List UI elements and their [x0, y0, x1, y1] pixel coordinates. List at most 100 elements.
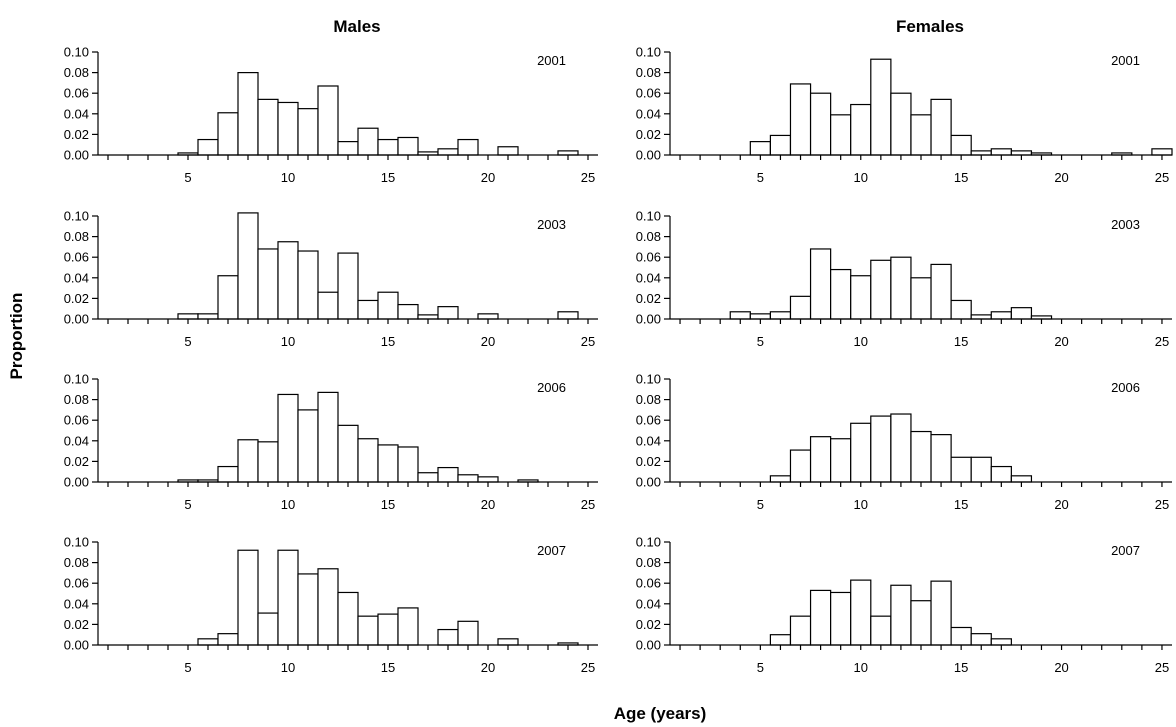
bar-females-2007-age-11	[870, 615, 892, 646]
y-tick-label-females-2003-0: 0.00	[636, 312, 661, 327]
bar-males-2003-age-10	[277, 241, 299, 320]
y-tick-label-females-2001-5: 0.10	[636, 45, 661, 60]
y-tick-label-males-2003-1: 0.02	[64, 291, 89, 306]
bar-males-2007-age-19	[457, 620, 479, 646]
x-tick-label-females-2001-20: 20	[1054, 170, 1068, 185]
chart-panel-females-2007: 0.00 0.02 0.04 0.06 0.08 0.10 5 10 15 20 25 2007	[636, 535, 1172, 675]
bar-females-2003-age-18	[1010, 307, 1033, 320]
bar-males-2006-age-13	[337, 424, 359, 483]
bar-females-2007-age-15	[950, 626, 972, 646]
bar-females-2001-age-11	[870, 58, 892, 156]
year-label-females-2006: 2006	[1111, 380, 1140, 395]
bar-females-2001-age-15	[950, 134, 972, 156]
x-tick-label-females-2007-10: 10	[854, 660, 868, 675]
bar-males-2007-age-9	[257, 612, 279, 646]
bar-females-2003-age-16	[970, 314, 992, 320]
year-label-males-2001: 2001	[537, 53, 566, 68]
y-tick-label-females-2003-5: 0.10	[636, 209, 661, 224]
bar-males-2003-age-6	[197, 313, 219, 320]
x-tick-label-males-2007-5: 5	[184, 660, 191, 675]
year-label-females-2007: 2007	[1111, 543, 1140, 558]
y-axis-label: Proportion	[7, 293, 26, 380]
column-title-males: Males	[333, 17, 380, 36]
bar-females-2007-age-13	[910, 600, 932, 646]
x-tick-label-males-2006-5: 5	[184, 497, 191, 512]
bar-males-2006-age-11	[297, 409, 319, 483]
bar-males-2001-age-21	[497, 146, 519, 156]
bar-males-2001-age-6	[197, 138, 219, 156]
y-tick-label-females-2003-3: 0.06	[636, 250, 661, 265]
bar-females-2003-age-11	[870, 259, 892, 320]
bar-females-2003-age-8	[809, 248, 832, 320]
x-tick-label-females-2001-5: 5	[757, 170, 764, 185]
bar-males-2001-age-12	[317, 85, 339, 156]
y-tick-label-females-2007-3: 0.06	[636, 576, 661, 591]
x-tick-label-males-2007-20: 20	[481, 660, 495, 675]
bar-males-2001-age-11	[297, 108, 319, 156]
bar-females-2001-age-5	[749, 141, 772, 156]
bar-males-2003-age-18	[437, 306, 459, 320]
bar-males-2003-age-24	[557, 311, 579, 320]
x-tick-label-males-2006-20: 20	[481, 497, 495, 512]
x-tick-label-females-2003-10: 10	[854, 334, 868, 349]
y-tick-label-males-2006-2: 0.04	[64, 433, 89, 448]
y-tick-label-females-2001-0: 0.00	[636, 148, 661, 163]
bar-females-2007-age-9	[830, 591, 852, 646]
chart-panel-males-2006: 0.00 0.02 0.04 0.06 0.08 0.10 5 10 15 20 25 2006	[64, 372, 598, 512]
chart-panel-males-2007: 0.00 0.02 0.04 0.06 0.08 0.10 5 10 15 20 25 2007	[64, 535, 598, 675]
x-tick-label-males-2006-10: 10	[281, 497, 295, 512]
bar-females-2006-age-17	[990, 465, 1012, 483]
bar-females-2003-age-6	[769, 311, 792, 320]
x-tick-label-females-2003-15: 15	[954, 334, 968, 349]
year-label-females-2001: 2001	[1111, 53, 1140, 68]
bar-females-2001-age-9	[830, 114, 852, 156]
y-tick-label-males-2001-1: 0.02	[64, 127, 89, 142]
bar-females-2006-age-9	[830, 438, 852, 483]
x-tick-label-males-2007-10: 10	[281, 660, 295, 675]
y-tick-label-males-2007-1: 0.02	[64, 617, 89, 632]
bar-females-2007-age-14	[930, 580, 952, 646]
column-title-females: Females	[896, 17, 964, 36]
bar-males-2001-age-18	[437, 148, 459, 156]
bar-females-2001-age-10	[850, 103, 872, 156]
chart-panel-males-2001: 0.00 0.02 0.04 0.06 0.08 0.10 5 10 15 20 25 2001	[64, 45, 598, 185]
x-tick-label-females-2006-5: 5	[757, 497, 764, 512]
bar-males-2007-age-10	[277, 549, 299, 646]
bar-males-2006-age-12	[317, 391, 339, 483]
x-tick-label-females-2007-20: 20	[1054, 660, 1068, 675]
x-tick-label-females-2007-15: 15	[954, 660, 968, 675]
bar-females-2001-age-18	[1010, 150, 1033, 156]
bar-females-2007-age-7	[789, 615, 812, 646]
x-tick-label-males-2001-25: 25	[581, 170, 595, 185]
bar-males-2003-age-7	[217, 275, 239, 320]
bar-males-2006-age-8	[237, 439, 259, 483]
bar-males-2001-age-9	[257, 98, 279, 156]
bar-females-2003-age-5	[749, 313, 772, 320]
y-tick-label-females-2003-4: 0.08	[636, 229, 661, 244]
y-tick-label-males-2001-4: 0.08	[64, 65, 89, 80]
bar-females-2003-age-14	[930, 263, 952, 320]
x-tick-label-males-2001-5: 5	[184, 170, 191, 185]
y-tick-label-males-2007-4: 0.08	[64, 555, 89, 570]
y-tick-label-males-2001-2: 0.04	[64, 106, 89, 121]
bar-females-2007-age-6	[769, 634, 792, 646]
y-tick-label-males-2006-5: 0.10	[64, 372, 89, 387]
x-tick-label-males-2007-25: 25	[581, 660, 595, 675]
bar-males-2007-age-8	[237, 549, 259, 646]
x-tick-label-males-2007-15: 15	[381, 660, 395, 675]
bar-females-2001-age-7	[789, 83, 812, 156]
x-tick-label-females-2003-25: 25	[1155, 334, 1169, 349]
y-tick-label-females-2006-1: 0.02	[636, 454, 661, 469]
bar-females-2006-age-13	[910, 430, 932, 483]
x-tick-label-females-2006-25: 25	[1155, 497, 1169, 512]
y-tick-label-females-2001-1: 0.02	[636, 127, 661, 142]
bar-males-2006-age-10	[277, 393, 299, 483]
y-tick-label-males-2006-1: 0.02	[64, 454, 89, 469]
year-label-males-2007: 2007	[537, 543, 566, 558]
y-tick-label-males-2003-3: 0.06	[64, 250, 89, 265]
bar-females-2003-age-15	[950, 299, 972, 320]
y-tick-label-females-2006-3: 0.06	[636, 413, 661, 428]
y-tick-label-females-2007-4: 0.08	[636, 555, 661, 570]
y-tick-label-males-2001-5: 0.10	[64, 45, 89, 60]
bar-males-2001-age-16	[397, 136, 419, 156]
